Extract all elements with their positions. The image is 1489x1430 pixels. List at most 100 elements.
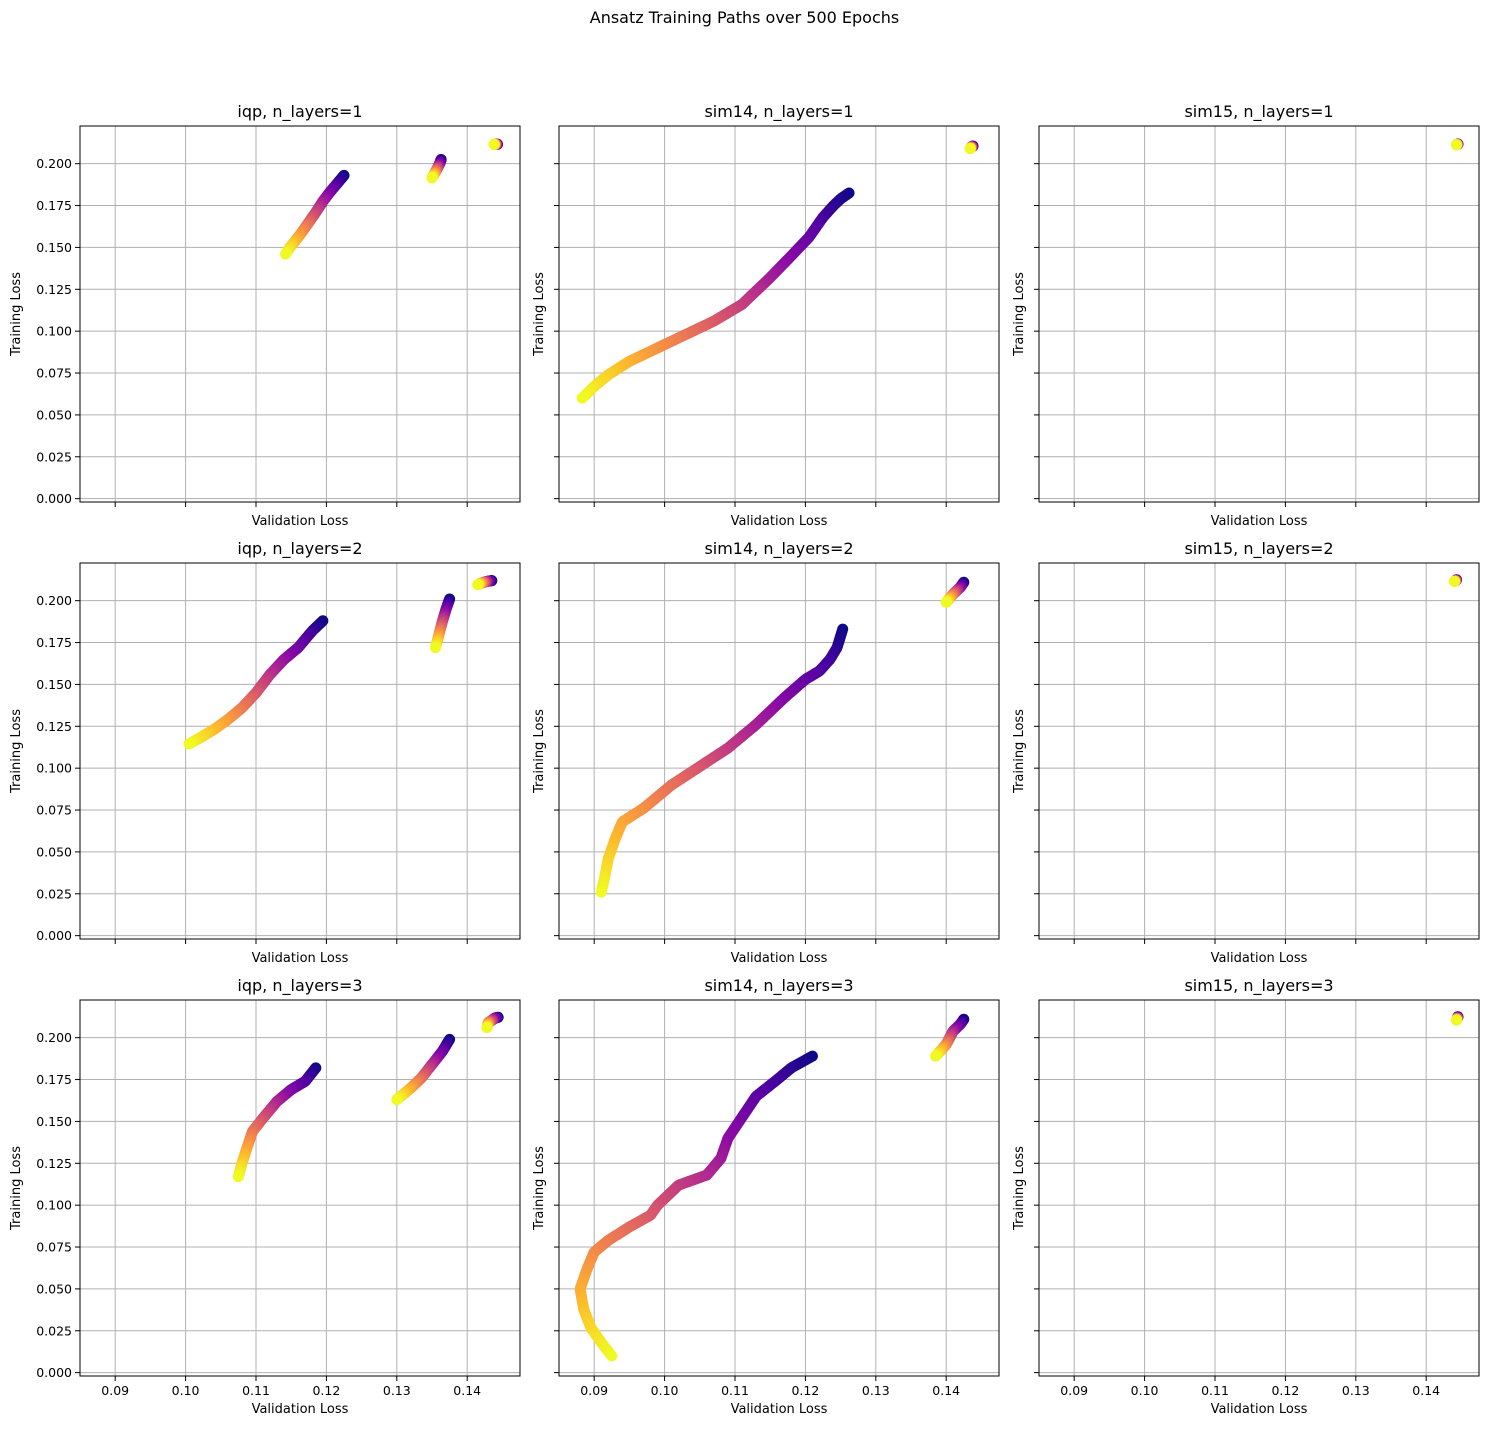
subplot: Validation Loss Training Loss sim15, n_lay… (1012, 539, 1480, 966)
y-tick-label: 0.000 (36, 1365, 72, 1380)
x-axis-label: Validation Loss (252, 951, 349, 966)
scatter-series (1450, 1011, 1464, 1026)
subplot: 0.09 0.10 0.11 0.12 0.13 0.14 Validation Loss T… (532, 976, 1000, 1417)
y-tick-label: 0.025 (36, 1323, 72, 1338)
figure-title: Ansatz Training Paths over 500 Epochs (589, 8, 900, 27)
data-point (488, 138, 500, 150)
y-tick-label: 0.175 (36, 1072, 72, 1087)
y-axis-label: Training Loss (1012, 272, 1027, 357)
x-tick-label: 0.12 (791, 1383, 819, 1398)
axes-frame (1038, 125, 1480, 503)
x-tick-label: 0.10 (172, 1383, 200, 1398)
y-axis-label: Training Loss (532, 709, 547, 794)
x-tick-label: 0.14 (932, 1383, 960, 1398)
subplot-title: iqp, n_layers=3 (237, 976, 362, 996)
axes-frame (558, 562, 1000, 940)
data-point (930, 1050, 942, 1062)
axes-frame (1038, 562, 1480, 940)
axes-frame (1038, 999, 1480, 1377)
y-tick-label: 0.150 (36, 677, 72, 692)
x-axis-label: Validation Loss (731, 1402, 828, 1417)
y-tick-label: 0.150 (36, 1114, 72, 1129)
subplot: 0.09 0.10 0.11 0.12 0.13 0.14 0.000 0.025 0.050 0… (9, 976, 521, 1417)
x-axis-label: Validation Loss (252, 514, 349, 529)
x-tick-label: 0.09 (580, 1383, 608, 1398)
y-tick-label: 0.200 (36, 156, 72, 171)
y-tick-label: 0.175 (36, 198, 72, 213)
data-point (940, 596, 952, 608)
y-tick-label: 0.175 (36, 635, 72, 650)
data-point (472, 579, 484, 591)
scatter-series (595, 576, 970, 898)
subplot: 0.000 0.025 0.050 0.075 0.100 0.125 0.150 0.175… (9, 539, 521, 966)
y-tick-label: 0.025 (36, 449, 72, 464)
subplot-title: sim15, n_layers=2 (1184, 539, 1333, 559)
y-tick-label: 0.075 (36, 1240, 72, 1255)
subplot: 0.09 0.10 0.11 0.12 0.13 0.14 Validation Loss T… (1012, 976, 1480, 1417)
x-tick-label: 0.10 (651, 1383, 679, 1398)
y-axis-label: Training Loss (9, 1146, 24, 1231)
subplot: Validation Loss Training Loss sim15, n_lay… (1012, 102, 1480, 529)
x-axis-label: Validation Loss (1211, 514, 1308, 529)
x-axis-label: Validation Loss (731, 514, 828, 529)
y-tick-label: 0.050 (36, 1281, 72, 1296)
data-point (1450, 139, 1462, 151)
x-tick-label: 0.13 (383, 1383, 411, 1398)
axes-frame (558, 999, 1000, 1377)
y-axis-label: Training Loss (532, 272, 547, 357)
axes-frame (79, 562, 521, 940)
y-tick-label: 0.050 (36, 844, 72, 859)
y-tick-label: 0.200 (36, 593, 72, 608)
y-axis-label: Training Loss (9, 272, 24, 357)
x-axis-label: Validation Loss (1211, 1402, 1308, 1417)
y-tick-label: 0.125 (36, 1156, 72, 1171)
subplot-title: iqp, n_layers=2 (237, 539, 362, 559)
data-point (481, 1022, 493, 1034)
y-axis-label: Training Loss (1012, 709, 1027, 794)
y-tick-label: 0.125 (36, 719, 72, 734)
y-tick-label: 0.025 (36, 886, 72, 901)
y-axis-label: Training Loss (9, 709, 24, 794)
y-tick-label: 0.100 (36, 761, 72, 776)
data-point (1450, 1014, 1462, 1026)
y-tick-label: 0.075 (36, 366, 72, 381)
data-point (280, 248, 292, 260)
y-axis-label: Training Loss (532, 1146, 547, 1231)
subplot: Validation Loss Training Loss sim14, n_lay… (532, 539, 1000, 966)
scatter-series (232, 1011, 504, 1183)
x-tick-label: 0.11 (721, 1383, 749, 1398)
y-tick-label: 0.000 (36, 491, 72, 506)
x-tick-label: 0.14 (1412, 1383, 1440, 1398)
x-tick-label: 0.09 (101, 1383, 129, 1398)
axes-frame (79, 999, 521, 1377)
data-point (964, 143, 976, 155)
y-tick-label: 0.050 (36, 407, 72, 422)
x-tick-label: 0.13 (862, 1383, 890, 1398)
scatter-series (1448, 574, 1462, 587)
axes-frame (79, 125, 521, 503)
y-tick-label: 0.075 (36, 803, 72, 818)
y-tick-label: 0.000 (36, 928, 72, 943)
subplot-title: sim15, n_layers=1 (1184, 102, 1333, 122)
y-tick-label: 0.100 (36, 1198, 72, 1213)
subplot: Validation Loss Training Loss sim14, n_lay… (532, 102, 1000, 529)
data-point (1448, 575, 1460, 587)
x-tick-label: 0.09 (1060, 1383, 1088, 1398)
subplot: 0.000 0.025 0.050 0.075 0.100 0.125 0.150 0.175… (9, 102, 521, 529)
x-axis-label: Validation Loss (252, 1402, 349, 1417)
data-point (426, 172, 438, 184)
scatter-series (183, 575, 498, 750)
x-tick-label: 0.10 (1131, 1383, 1159, 1398)
x-tick-label: 0.14 (453, 1383, 481, 1398)
y-tick-label: 0.200 (36, 1030, 72, 1045)
data-point (232, 1171, 244, 1183)
data-point (430, 642, 442, 654)
data-point (183, 738, 195, 750)
x-tick-label: 0.12 (1271, 1383, 1299, 1398)
data-point (576, 392, 588, 404)
subplot-title: sim14, n_layers=2 (704, 539, 853, 559)
y-tick-label: 0.125 (36, 282, 72, 297)
data-point (595, 886, 607, 898)
y-tick-label: 0.150 (36, 240, 72, 255)
